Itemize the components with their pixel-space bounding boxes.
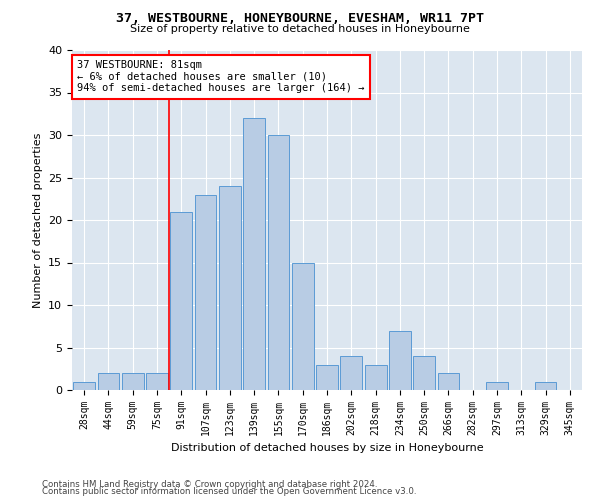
- Bar: [268, 135, 289, 390]
- Bar: [170, 212, 192, 390]
- Bar: [97, 373, 119, 390]
- Bar: [437, 373, 460, 390]
- Bar: [340, 356, 362, 390]
- Y-axis label: Number of detached properties: Number of detached properties: [32, 132, 43, 308]
- Bar: [413, 356, 435, 390]
- Bar: [316, 364, 338, 390]
- Bar: [535, 382, 556, 390]
- Bar: [365, 364, 386, 390]
- Bar: [122, 373, 143, 390]
- Bar: [389, 330, 411, 390]
- Text: Size of property relative to detached houses in Honeybourne: Size of property relative to detached ho…: [130, 24, 470, 34]
- Text: Contains public sector information licensed under the Open Government Licence v3: Contains public sector information licen…: [42, 488, 416, 496]
- Bar: [73, 382, 95, 390]
- Text: Contains HM Land Registry data © Crown copyright and database right 2024.: Contains HM Land Registry data © Crown c…: [42, 480, 377, 489]
- Text: 37 WESTBOURNE: 81sqm
← 6% of detached houses are smaller (10)
94% of semi-detach: 37 WESTBOURNE: 81sqm ← 6% of detached ho…: [77, 60, 365, 94]
- X-axis label: Distribution of detached houses by size in Honeybourne: Distribution of detached houses by size …: [170, 444, 484, 454]
- Bar: [219, 186, 241, 390]
- Bar: [243, 118, 265, 390]
- Bar: [292, 262, 314, 390]
- Text: 37, WESTBOURNE, HONEYBOURNE, EVESHAM, WR11 7PT: 37, WESTBOURNE, HONEYBOURNE, EVESHAM, WR…: [116, 12, 484, 26]
- Bar: [146, 373, 168, 390]
- Bar: [194, 194, 217, 390]
- Bar: [486, 382, 508, 390]
